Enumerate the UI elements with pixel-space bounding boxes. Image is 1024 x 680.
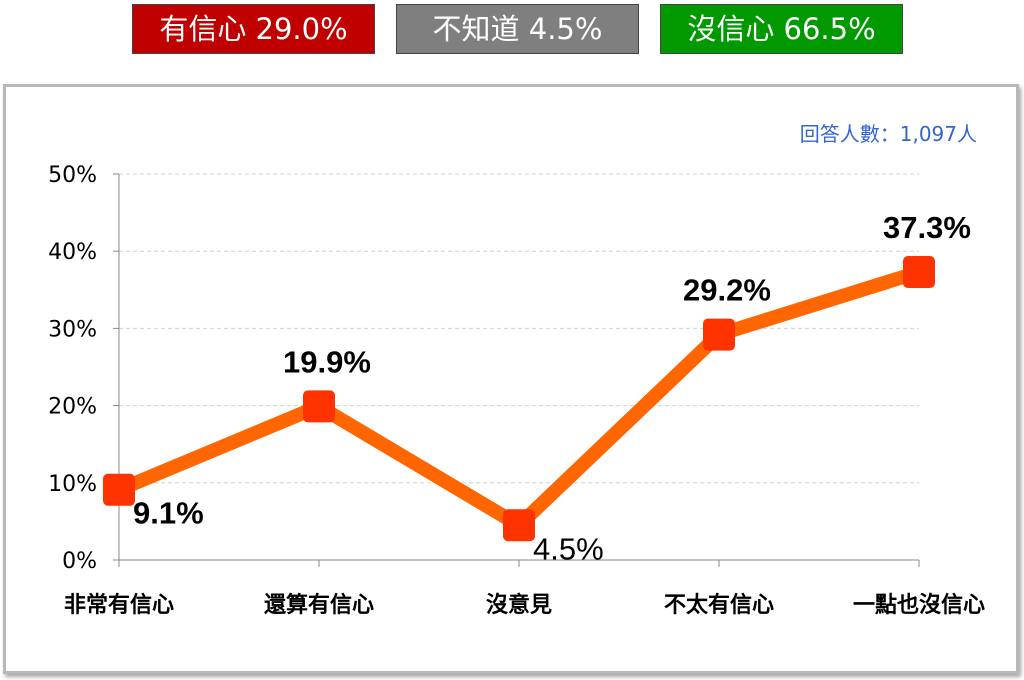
data-point-marker	[503, 509, 535, 542]
x-tick-label: 沒意見	[486, 592, 552, 618]
data-label: 29.2%	[683, 273, 771, 308]
data-label: 19.9%	[283, 344, 371, 379]
data-label: 9.1%	[133, 496, 204, 531]
y-tick-label: 10%	[48, 472, 97, 497]
series-line	[112, 265, 926, 533]
summary-unknown-box: 不知道 4.5%	[396, 4, 639, 54]
y-tick-label: 0%	[62, 549, 97, 574]
y-tick-label: 20%	[48, 395, 97, 420]
x-tick-label: 還算有信心	[264, 592, 374, 618]
x-tick-label: 不太有信心	[664, 592, 774, 618]
y-tick-label: 50%	[48, 163, 97, 188]
x-tick-label: 一點也沒信心	[853, 592, 985, 618]
summary-not-confident-box: 沒信心 66.5%	[660, 4, 903, 54]
summary-confident-box: 有信心 29.0%	[132, 4, 375, 54]
data-point-marker	[103, 473, 135, 506]
summary-unknown-label: 不知道 4.5%	[432, 12, 603, 46]
chart-panel: 回答人數：1,097人 0% 10% 20% 30% 40% 50% 非常有信心 還算有信心…	[3, 84, 1019, 674]
summary-not-confident-label: 沒信心 66.5%	[687, 12, 876, 46]
x-tick-label: 非常有信心	[64, 592, 174, 618]
y-tick-label: 30%	[48, 317, 97, 342]
data-label: 4.5%	[533, 531, 604, 566]
line-chart: 回答人數：1,097人 0% 10% 20% 30% 40% 50% 非常有信心 還算有信心…	[48, 122, 985, 618]
respondents-count: 回答人數：1,097人	[800, 122, 977, 146]
data-point-marker	[703, 318, 735, 351]
y-tick-label: 40%	[48, 240, 97, 265]
data-label: 37.3%	[883, 210, 971, 245]
data-point-marker	[903, 256, 935, 289]
data-point-marker	[303, 390, 335, 423]
summary-confident-label: 有信心 29.0%	[159, 12, 348, 46]
